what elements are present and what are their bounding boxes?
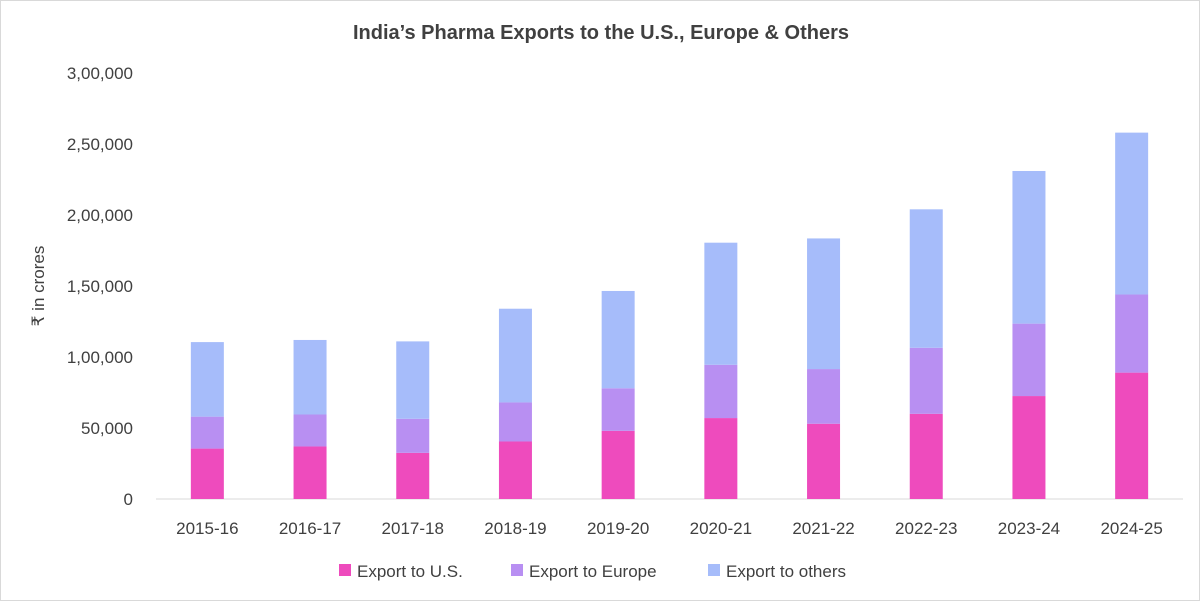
x-tick-label: 2018-19	[484, 519, 546, 538]
x-tick-labels: 2015-16 2016-17 2017-18 2018-19 2019-20 2020-…	[176, 519, 1163, 538]
y-tick-label: 0	[124, 490, 133, 509]
bar-segment-others	[396, 341, 430, 419]
x-tick-label: 2016-17	[279, 519, 341, 538]
x-tick-label: 2024-25	[1100, 519, 1162, 538]
y-tick-labels: 0 50,000 1,00,000 1,50,000 2,00,000 2,50,000 3…	[67, 64, 133, 509]
bar-segment-europe	[704, 364, 738, 419]
bar-segment-others	[293, 339, 327, 415]
legend: Export to U.S. Export to Europe Export to …	[339, 562, 846, 581]
x-tick-label: 2017-18	[382, 519, 444, 538]
bar-segment-us	[807, 423, 841, 499]
bar-segment-us	[190, 448, 224, 499]
legend-label: Export to Europe	[529, 562, 657, 581]
y-tick-label: 1,00,000	[67, 348, 133, 367]
bar-segment-europe	[807, 369, 841, 424]
y-tick-label: 2,50,000	[67, 135, 133, 154]
x-tick-label: 2020-21	[690, 519, 752, 538]
x-tick-label: 2022-23	[895, 519, 957, 538]
bar-segment-europe	[1012, 323, 1046, 397]
y-tick-label: 3,00,000	[67, 64, 133, 83]
bar-segment-europe	[396, 418, 430, 453]
bar-segment-us	[704, 418, 738, 499]
bar-segment-others	[1012, 170, 1046, 324]
legend-swatch	[511, 564, 523, 576]
legend-swatch	[339, 564, 351, 576]
bar-segment-europe	[190, 416, 224, 449]
bar-segment-us	[1115, 372, 1149, 499]
bar-segment-europe	[293, 414, 327, 447]
bar-segment-us	[1012, 396, 1046, 499]
x-tick-label: 2019-20	[587, 519, 649, 538]
legend-swatch	[708, 564, 720, 576]
bar-segment-us	[498, 441, 532, 499]
legend-label: Export to others	[726, 562, 846, 581]
bar-segment-others	[601, 290, 635, 389]
y-axis-label: ₹ in crores	[29, 246, 48, 327]
y-tick-label: 50,000	[81, 419, 133, 438]
bar-segment-others	[498, 308, 532, 403]
bar-segment-us	[909, 413, 943, 499]
bar-segment-europe	[601, 388, 635, 431]
y-tick-label: 1,50,000	[67, 277, 133, 296]
bar-segment-others	[704, 242, 738, 365]
chart-title: India’s Pharma Exports to the U.S., Euro…	[353, 22, 849, 44]
bar-segment-europe	[909, 347, 943, 414]
bar-segment-us	[396, 452, 430, 499]
bar-segment-europe	[498, 402, 532, 442]
bar-segment-others	[1115, 132, 1149, 295]
legend-label: Export to U.S.	[357, 562, 463, 581]
bar-segment-us	[293, 446, 327, 499]
x-tick-label: 2015-16	[176, 519, 238, 538]
bar-segment-others	[190, 342, 224, 417]
bar-segment-europe	[1115, 294, 1149, 373]
y-tick-label: 2,00,000	[67, 206, 133, 225]
x-tick-label: 2021-22	[792, 519, 854, 538]
x-tick-label: 2023-24	[998, 519, 1060, 538]
bar-segment-us	[601, 430, 635, 499]
bars	[190, 132, 1149, 499]
bar-segment-others	[807, 238, 841, 370]
bar-segment-others	[909, 209, 943, 348]
